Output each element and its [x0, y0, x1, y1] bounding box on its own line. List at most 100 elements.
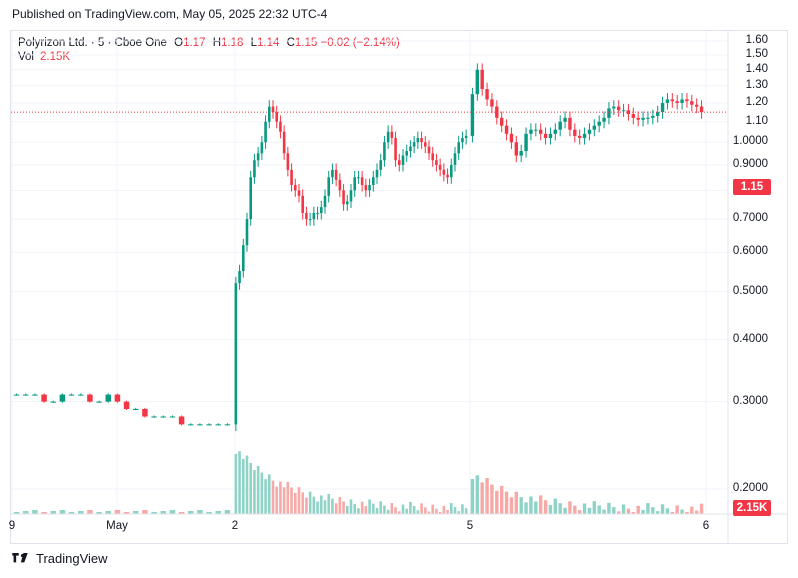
candle-body — [312, 213, 316, 220]
candle-body — [504, 125, 509, 134]
volume-bar — [597, 505, 601, 514]
volume-bar — [453, 507, 457, 514]
candle-body — [690, 101, 694, 105]
volume-bar — [68, 512, 75, 514]
candle-body — [290, 169, 293, 186]
candle-body — [13, 394, 20, 396]
candle-body — [316, 213, 319, 215]
candle-body — [282, 131, 286, 154]
time-tick-label: 6 — [702, 520, 710, 532]
volume-bar — [334, 503, 338, 514]
candle-body — [334, 169, 338, 180]
volume-bar — [568, 501, 572, 514]
tradingview-logo-icon — [12, 552, 28, 562]
candle-body — [260, 142, 264, 154]
volume-legend: Vol 2.15K — [18, 51, 70, 63]
candle-body — [461, 137, 464, 143]
candle-body — [279, 121, 282, 132]
volume-bar — [312, 496, 316, 514]
candle-body — [597, 121, 601, 126]
volume-label: Vol — [18, 51, 34, 63]
symbol-name[interactable]: Polyrizon Ltd. · 5 · Cboe One — [18, 37, 167, 49]
candle-body — [699, 106, 704, 113]
candle-body — [621, 110, 626, 112]
volume-bar — [514, 491, 519, 514]
volume-bar — [345, 505, 349, 514]
volume-bar — [690, 506, 694, 514]
open-label: O — [174, 37, 184, 49]
price-tick-label: 1.40 — [745, 62, 768, 75]
volume-bar — [308, 491, 312, 514]
candle-body — [405, 151, 409, 156]
candle-body — [142, 408, 148, 417]
candle-body — [364, 185, 368, 191]
volume-bar — [694, 510, 699, 514]
volume-bar — [612, 507, 616, 514]
close-label: C — [286, 37, 295, 49]
price-tick-label: 1.50 — [745, 47, 768, 60]
candle-body — [349, 190, 353, 202]
volume-bar — [271, 480, 275, 514]
volume-bar — [386, 509, 390, 514]
candle-body — [383, 142, 386, 161]
high-label: H — [212, 37, 221, 49]
volume-bar — [475, 475, 480, 514]
volume-bar — [543, 500, 548, 514]
volume-bar — [449, 503, 453, 514]
candle-body — [480, 69, 484, 90]
candle-body — [665, 99, 670, 103]
candle-body — [453, 153, 457, 165]
candle-body — [435, 160, 438, 165]
candle-body — [224, 424, 231, 426]
volume-bar — [427, 511, 431, 514]
candle-body — [160, 416, 166, 418]
volume-bar — [699, 503, 704, 514]
candle-body — [573, 129, 577, 136]
candle-body — [485, 89, 489, 100]
candle-body — [457, 142, 461, 154]
candle-body — [675, 101, 679, 103]
chart-frame — [10, 30, 788, 544]
volume-bar — [582, 503, 587, 514]
volume-bar — [383, 505, 386, 514]
candle-body — [267, 106, 271, 122]
volume-bar — [206, 512, 212, 514]
candle-body — [256, 153, 260, 161]
candle-body — [538, 129, 543, 134]
volume-bar — [290, 487, 293, 514]
candle-body — [197, 424, 203, 426]
volume-bar — [631, 512, 636, 514]
volume-bar — [245, 455, 249, 514]
candle-body — [390, 131, 394, 138]
volume-bar — [670, 512, 675, 514]
candle-body — [206, 424, 212, 426]
candle-body — [78, 394, 84, 396]
candle-body — [543, 133, 548, 138]
candle-body — [375, 169, 379, 178]
candle-body — [694, 104, 699, 107]
volume-bar — [188, 511, 194, 514]
volume-bar — [509, 497, 514, 514]
candle-body — [178, 416, 185, 425]
volume-bar — [123, 512, 130, 514]
volume-bar — [96, 512, 102, 514]
candle-body — [68, 394, 75, 396]
candle-body — [275, 112, 279, 122]
candle-body — [529, 129, 533, 134]
candle-body — [353, 177, 357, 191]
time-tick-label: 5 — [466, 520, 474, 532]
candle-body — [685, 99, 689, 102]
price-tick-label: 0.9000 — [732, 157, 768, 170]
volume-bar — [59, 510, 66, 514]
candle-body — [626, 110, 631, 115]
candle-body — [151, 416, 157, 418]
candle-body — [371, 177, 375, 186]
candle-body — [558, 121, 562, 130]
candle-body — [409, 146, 412, 152]
tradingview-brand[interactable]: TradingView — [10, 551, 108, 566]
candle-body — [563, 117, 567, 122]
candle-body — [655, 112, 660, 116]
candle-body — [169, 416, 176, 418]
volume-bar — [524, 502, 528, 514]
